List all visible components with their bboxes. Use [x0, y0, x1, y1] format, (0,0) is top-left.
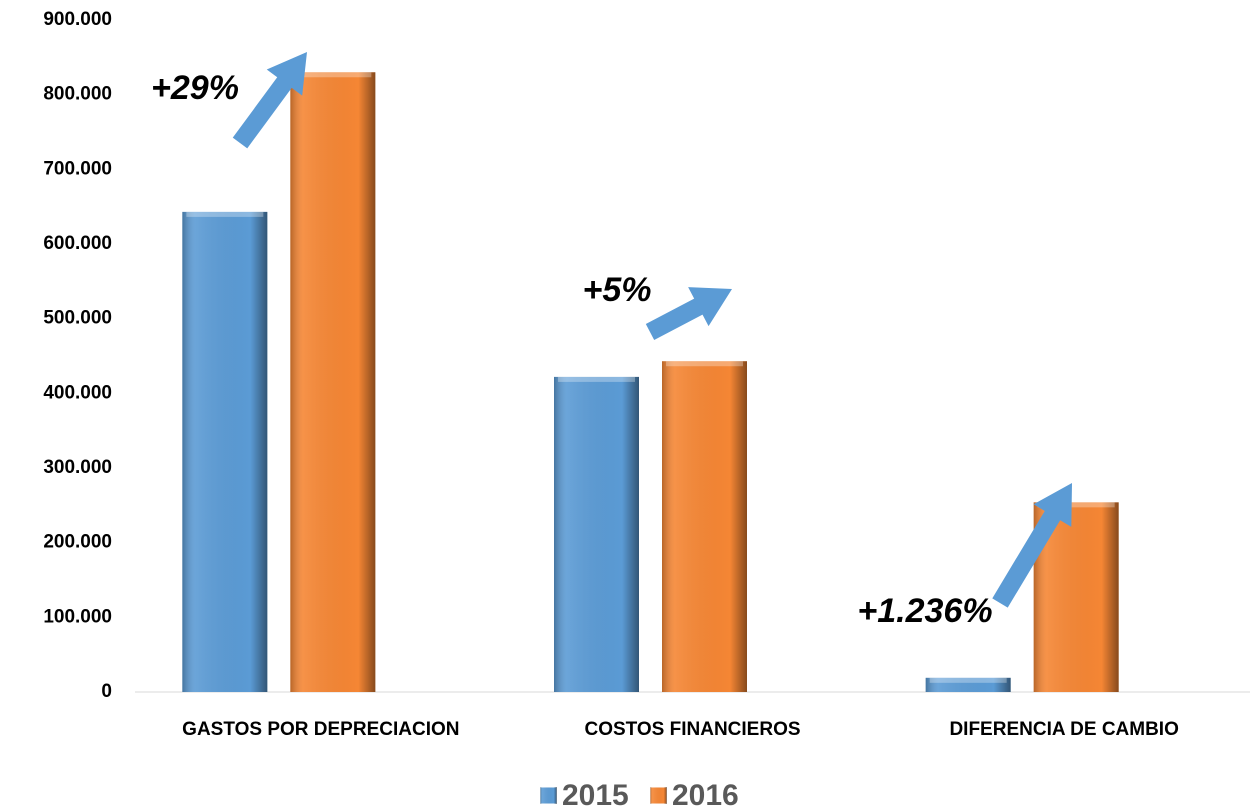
legend-label: 2016: [672, 779, 739, 809]
arrow: [992, 483, 1072, 608]
bar-bevel: [929, 677, 1007, 683]
bar-shade: [182, 211, 268, 693]
bar-shade: [554, 376, 639, 692]
y-tick-label: 800.000: [43, 84, 112, 105]
bar-bevel: [666, 361, 743, 367]
bar-bevel: [558, 376, 635, 382]
y-tick-label: 400.000: [43, 382, 112, 403]
annotation: +1.236%: [857, 592, 992, 630]
arrow: [645, 287, 732, 340]
legend-swatch-shade: [540, 787, 557, 804]
y-tick-label: 0: [101, 681, 112, 702]
y-tick-label: 100.000: [43, 606, 112, 627]
bar-shade: [925, 677, 1011, 692]
x-tick-label: COSTOS FINANCIEROS: [584, 719, 800, 740]
y-tick-label: 900.000: [43, 9, 112, 30]
x-tick-label: GASTOS POR DEPRECIACION: [182, 719, 459, 740]
bar-shade: [290, 72, 376, 693]
bar-bevel: [1037, 502, 1115, 508]
bar-shade: [662, 361, 747, 692]
legend-swatch-shade: [650, 787, 667, 804]
bar-bevel: [294, 72, 372, 78]
annotation: +29%: [151, 69, 239, 107]
y-tick-label: 200.000: [43, 532, 112, 553]
y-tick-label: 300.000: [43, 457, 112, 478]
legend-label: 2015: [562, 779, 629, 809]
y-tick-label: 700.000: [43, 158, 112, 179]
y-tick-label: 500.000: [43, 308, 112, 329]
bar-bevel: [186, 211, 264, 217]
annotation: +5%: [583, 271, 652, 309]
y-tick-label: 600.000: [43, 233, 112, 254]
x-tick-label: DIFERENCIA DE CAMBIO: [949, 719, 1178, 740]
arrow: [232, 52, 307, 149]
